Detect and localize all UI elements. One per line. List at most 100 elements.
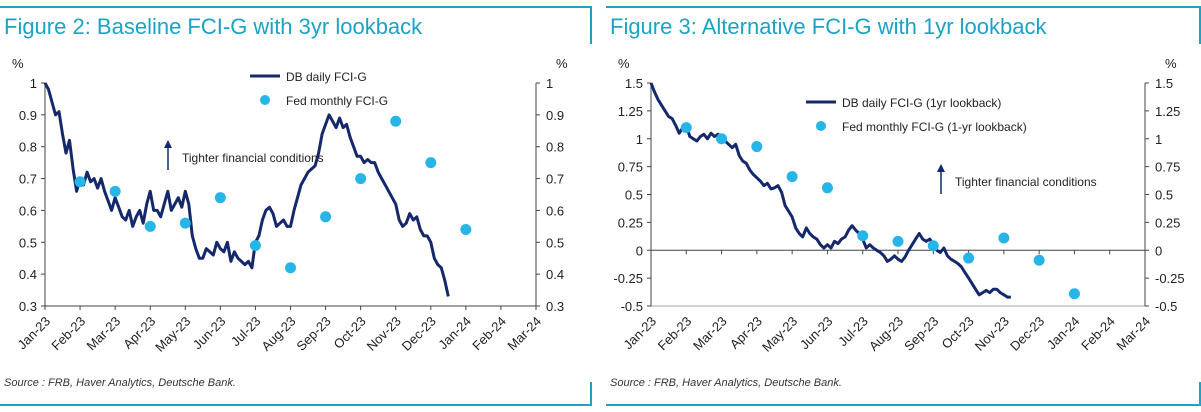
y-tick-label-left: 0.3	[19, 299, 37, 314]
legend-label-dots: Fed monthly FCI-G	[286, 94, 388, 108]
series-point-fed-monthly	[716, 133, 728, 145]
y-tick-label-right: 0.9	[546, 108, 564, 123]
y-tick-label-left: 1	[636, 132, 643, 147]
x-tick-label: Mar-23	[690, 314, 730, 354]
y-tick-label-left: 0.9	[19, 108, 37, 123]
x-tick-label: Dec-23	[399, 314, 439, 354]
y-tick-label-right: 0.3	[546, 299, 564, 314]
y-tick-label-right: 0.6	[546, 203, 564, 218]
x-tick-label: Jan-24	[435, 314, 474, 353]
x-tick-label: Apr-23	[727, 314, 765, 352]
y-tick-label-left: -0.5	[621, 299, 643, 314]
annotation-label: Tighter financial conditions	[955, 175, 1097, 189]
y-tick-label-right: 0.4	[546, 267, 564, 282]
series-point-fed-monthly	[144, 220, 156, 232]
series-point-fed-monthly	[320, 211, 332, 223]
figure-2-title-bar: Figure 2: Baseline FCI-G with 3yr lookba…	[0, 6, 592, 44]
y-tick-label-left: 0.5	[625, 188, 643, 203]
series-point-fed-monthly	[786, 171, 798, 183]
series-point-fed-monthly	[214, 192, 226, 204]
y-tick-label-left: 1.5	[625, 76, 643, 91]
y-tick-label-right: 0	[1155, 243, 1162, 258]
y-tick-label-left: 0.8	[19, 140, 37, 155]
x-tick-label: Feb-23	[48, 314, 88, 354]
y-tick-label-left: 0.7	[19, 172, 37, 187]
y-unit-left: %	[12, 56, 24, 71]
x-tick-label: Oct-23	[331, 314, 369, 352]
x-tick-label: Feb-24	[1078, 314, 1118, 354]
series-point-fed-monthly	[963, 252, 975, 264]
series-point-fed-monthly	[680, 122, 692, 134]
y-tick-label-left: 1	[30, 76, 37, 91]
x-tick-label: Nov-23	[364, 314, 404, 354]
y-unit-right: %	[1165, 56, 1177, 71]
x-tick-label: Feb-23	[655, 314, 695, 354]
x-tick-label: Sep-23	[293, 314, 333, 354]
figure-2-source: Source : FRB, Haver Analytics, Deutsche …	[4, 377, 236, 389]
x-tick-label: Mar-23	[84, 314, 124, 354]
x-tick-label: Feb-24	[469, 314, 509, 354]
y-tick-label-left: 0.4	[19, 267, 37, 282]
x-tick-label: Aug-23	[258, 314, 298, 354]
legend-label-line: DB daily FCI-G	[286, 70, 367, 84]
x-tick-label: Jun-23	[797, 314, 836, 353]
y-tick-label-right: 0.7	[546, 172, 564, 187]
y-tick-label-left: 0.75	[618, 160, 643, 175]
figure-3-title: Figure 3: Alternative FCI-G with 1yr loo…	[610, 14, 1047, 39]
y-tick-label-left: 0.25	[618, 215, 643, 230]
figure-3-chart: % % -0.5 -0.5 -0.25 -0.25 0 0 0.25 0.25 0.5 0.5 0.75…	[613, 56, 1185, 355]
series-point-fed-monthly	[1033, 254, 1045, 266]
y-tick-label-right: 1.5	[1155, 76, 1173, 91]
figure-2-frame-rule	[590, 382, 592, 406]
series-point-fed-monthly	[425, 157, 437, 169]
figure-3-frame-rule	[1199, 382, 1201, 406]
series-point-fed-monthly	[1068, 288, 1080, 300]
x-tick-label: Dec-23	[1007, 314, 1047, 354]
legend-label-dots: Fed monthly FCI-G (1-yr lookback)	[842, 120, 1027, 134]
figure-3-title-bar: Figure 3: Alternative FCI-G with 1yr loo…	[606, 6, 1201, 44]
y-tick-label-right: 0.25	[1155, 215, 1180, 230]
series-point-fed-monthly	[460, 224, 472, 236]
series-point-fed-monthly	[857, 230, 869, 242]
y-tick-label-right: 0.5	[546, 235, 564, 250]
figure-2-bottom-rule	[0, 404, 592, 406]
x-tick-label: Jan-23	[14, 314, 53, 353]
legend-label-line: DB daily FCI-G (1yr lookback)	[842, 96, 1001, 110]
series-point-fed-monthly	[179, 217, 191, 229]
x-tick-label: Nov-23	[972, 314, 1012, 354]
series-point-fed-monthly	[821, 182, 833, 194]
figure-3-source: Source : FRB, Haver Analytics, Deutsche …	[610, 377, 842, 389]
annotation-arrow-head	[937, 164, 945, 172]
legend-dot-swatch	[816, 121, 826, 131]
y-unit-right: %	[556, 56, 568, 71]
series-point-fed-monthly	[285, 262, 296, 274]
series-point-fed-monthly	[390, 115, 402, 127]
series-point-fed-monthly	[109, 185, 121, 197]
series-point-fed-monthly	[998, 232, 1010, 244]
x-tick-label: Mar-24	[1113, 314, 1153, 354]
x-tick-label: Jan-24	[1044, 314, 1083, 353]
y-tick-label-right: 1	[546, 76, 553, 91]
figure-2-chart: % % 0.3 0.3 0.4 0.4 0.5 0.5 0.6 0.6 0.7 0.7 0.8 0.8 0.…	[12, 56, 568, 355]
series-point-fed-monthly	[927, 240, 939, 252]
legend-dot-swatch	[260, 95, 270, 105]
series-point-fed-monthly	[892, 235, 904, 247]
annotation-arrow-head	[164, 140, 172, 148]
y-tick-label-right: -0.25	[1155, 271, 1185, 286]
series-line-db-daily	[43, 82, 450, 297]
x-tick-label: Jan-23	[620, 314, 659, 353]
y-unit-left: %	[618, 56, 630, 71]
y-tick-label-right: 1.25	[1155, 104, 1180, 119]
series-point-fed-monthly	[249, 239, 261, 251]
x-tick-label: May-23	[152, 314, 193, 355]
x-tick-label: Sep-23	[901, 314, 941, 354]
y-tick-label-left: 0.5	[19, 235, 37, 250]
x-tick-label: Jun-23	[190, 314, 229, 353]
y-tick-label-left: -0.25	[613, 271, 643, 286]
series-point-fed-monthly	[355, 173, 367, 185]
y-tick-label-right: -0.5	[1155, 299, 1177, 314]
figure-2-title: Figure 2: Baseline FCI-G with 3yr lookba…	[4, 14, 423, 39]
series-point-fed-monthly	[751, 141, 763, 153]
series-line-db-daily	[649, 82, 1011, 299]
x-tick-label: Aug-23	[866, 314, 906, 354]
